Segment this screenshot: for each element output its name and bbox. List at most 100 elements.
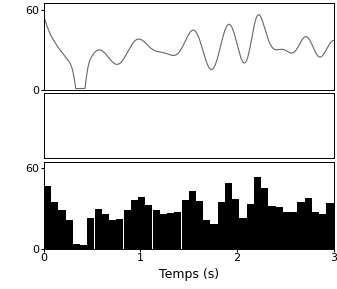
Point — [93, 155, 98, 160]
Point — [210, 132, 215, 137]
Point — [309, 136, 315, 141]
Point — [166, 101, 172, 105]
Point — [318, 112, 324, 116]
Point — [90, 143, 95, 148]
Point — [171, 142, 177, 147]
Point — [117, 140, 122, 144]
Point — [128, 153, 133, 157]
Point — [288, 124, 294, 129]
Point — [106, 127, 111, 132]
Point — [328, 106, 333, 110]
Point — [276, 140, 281, 145]
Point — [54, 120, 59, 125]
Point — [180, 133, 186, 138]
Point — [184, 142, 189, 147]
Point — [263, 115, 268, 120]
Point — [144, 93, 149, 98]
Point — [198, 125, 204, 129]
Point — [220, 91, 225, 96]
Point — [159, 107, 165, 112]
Point — [118, 117, 123, 121]
Point — [327, 144, 332, 149]
Point — [132, 138, 137, 143]
Point — [179, 109, 184, 113]
Point — [283, 113, 288, 118]
Point — [307, 149, 312, 153]
Point — [52, 120, 58, 124]
Point — [215, 156, 220, 161]
Point — [222, 113, 228, 118]
Point — [166, 144, 172, 149]
Point — [175, 145, 180, 150]
Point — [290, 113, 296, 117]
Point — [324, 112, 329, 116]
Point — [137, 118, 143, 122]
Point — [176, 146, 181, 151]
Point — [114, 143, 119, 148]
Point — [91, 111, 96, 116]
Point — [156, 99, 161, 104]
Point — [238, 130, 243, 134]
Point — [141, 92, 146, 97]
Point — [65, 98, 70, 103]
Point — [259, 129, 264, 134]
Point — [310, 139, 316, 144]
Point — [215, 146, 220, 151]
Point — [87, 116, 92, 121]
Point — [167, 132, 173, 137]
Point — [191, 144, 196, 149]
Point — [280, 109, 286, 114]
Point — [68, 112, 73, 116]
Point — [258, 155, 264, 159]
Point — [130, 125, 135, 129]
Point — [166, 135, 171, 140]
Point — [318, 143, 324, 147]
Point — [152, 105, 157, 109]
Point — [124, 92, 129, 97]
Point — [312, 115, 318, 120]
Point — [200, 137, 205, 142]
Point — [89, 123, 95, 128]
Point — [256, 132, 262, 137]
Point — [271, 148, 277, 153]
Point — [288, 99, 293, 104]
Point — [311, 118, 316, 123]
Point — [140, 106, 145, 111]
Point — [207, 140, 212, 144]
Point — [156, 144, 161, 148]
Point — [156, 124, 162, 129]
Point — [185, 107, 190, 112]
Point — [207, 111, 213, 116]
Point — [264, 145, 269, 150]
Point — [129, 140, 134, 144]
Point — [200, 122, 205, 127]
Point — [129, 139, 134, 144]
Point — [189, 137, 194, 142]
Point — [42, 151, 48, 155]
Point — [241, 99, 246, 104]
Point — [118, 114, 124, 119]
Point — [220, 128, 226, 133]
Point — [50, 121, 55, 126]
Point — [308, 127, 314, 131]
Point — [137, 153, 142, 158]
Point — [187, 149, 192, 154]
Point — [234, 94, 239, 99]
Point — [220, 103, 226, 108]
Point — [264, 147, 269, 151]
Point — [330, 96, 335, 101]
Point — [149, 131, 155, 135]
Point — [62, 113, 67, 118]
Point — [85, 100, 90, 105]
Point — [231, 112, 236, 116]
Point — [182, 130, 187, 135]
Point — [262, 106, 268, 111]
Point — [134, 101, 140, 105]
Point — [64, 155, 70, 160]
Point — [307, 94, 313, 99]
Point — [100, 108, 105, 112]
Point — [293, 134, 298, 139]
Point — [302, 146, 307, 151]
Point — [227, 141, 233, 146]
Point — [71, 126, 76, 130]
